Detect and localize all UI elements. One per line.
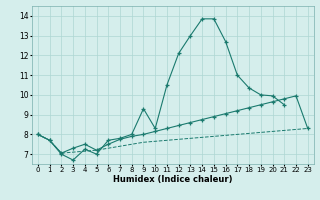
X-axis label: Humidex (Indice chaleur): Humidex (Indice chaleur) [113, 175, 233, 184]
